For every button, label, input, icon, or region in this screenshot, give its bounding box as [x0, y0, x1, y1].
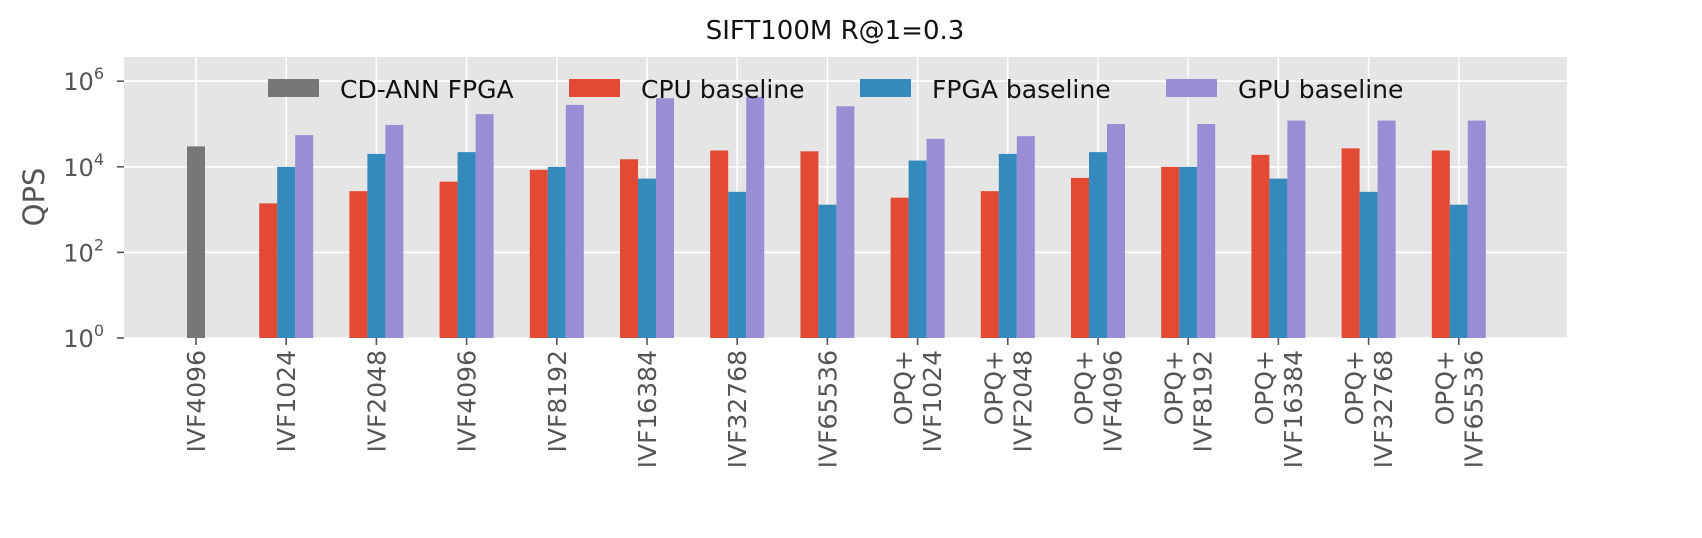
bar-gpu-baseline — [475, 114, 494, 339]
bar-gpu-baseline — [1377, 120, 1396, 338]
bar-cpu-baseline — [529, 169, 548, 338]
bar-fpga-baseline — [1089, 152, 1107, 338]
y-tick-label-exponent: 0 — [94, 321, 104, 340]
bar-cpu-baseline — [1251, 154, 1270, 338]
x-tick-label: IVF16384 — [633, 350, 662, 468]
bar-fpga-baseline — [728, 191, 747, 338]
x-tick-label: IVF1024 — [272, 350, 301, 452]
bar-gpu-baseline — [746, 96, 765, 339]
bar-fpga-baseline — [1179, 166, 1198, 338]
bar-fpga-baseline — [457, 152, 476, 338]
x-tick-label: IVF4096 — [182, 350, 211, 452]
x-tick-label: IVF4096 — [453, 350, 482, 452]
x-axis: IVF4096 IVF1024 IVF2048 IVF4096 IVF8192 IVF16… — [182, 338, 1488, 468]
bar-fpga-baseline — [547, 166, 566, 338]
bars — [187, 96, 1486, 339]
x-tick-label: OPQ+ — [1340, 350, 1369, 425]
x-tick-label: IVF32768 — [1369, 350, 1398, 468]
legend-label: GPU baseline — [1238, 75, 1403, 104]
bar-gpu-baseline — [385, 124, 404, 338]
x-tick-label: IVF16384 — [1279, 350, 1308, 468]
x-tick-label: OPQ+ — [889, 350, 918, 425]
bar-fpga-baseline — [908, 160, 927, 338]
y-tick-label-base: 10 — [63, 154, 94, 182]
bar-fpga-baseline — [367, 153, 386, 338]
bar-fpga-baseline — [1269, 178, 1288, 338]
x-tick-label: IVF8192 — [1189, 350, 1218, 452]
y-tick-label-base: 10 — [63, 68, 94, 96]
bar-cpu-baseline — [800, 151, 819, 338]
bar-cpu-baseline — [710, 150, 729, 338]
legend-swatch — [1166, 79, 1217, 97]
bar-cpu-baseline — [349, 191, 368, 338]
bar-fpga-baseline — [818, 204, 837, 338]
bar-fpga-baseline — [277, 166, 296, 338]
bar-cpu-baseline — [1161, 166, 1180, 338]
y-tick-label-base: 10 — [63, 239, 94, 267]
x-tick-label: IVF65536 — [813, 350, 842, 468]
legend-label: FPGA baseline — [932, 75, 1111, 104]
x-tick-label: IVF32768 — [723, 350, 752, 468]
x-tick-label: OPQ+ — [979, 350, 1008, 425]
y-tick-label: 100 — [63, 321, 104, 353]
chart-title: SIFT100M R@1=0.3 — [706, 16, 965, 46]
bar-gpu-baseline — [565, 104, 584, 338]
legend-label: CPU baseline — [641, 75, 805, 104]
y-tick-label-base: 10 — [63, 325, 94, 353]
bar-fpga-baseline — [638, 178, 656, 338]
y-axis-label: QPS — [17, 168, 51, 227]
y-tick-label-exponent: 4 — [94, 150, 104, 169]
x-tick-label: IVF8192 — [543, 350, 572, 452]
x-tick-label: IVF1024 — [918, 350, 947, 452]
x-tick-label: IVF2048 — [1008, 350, 1037, 452]
bar-cpu-baseline — [890, 197, 909, 338]
y-tick-label: 102 — [63, 235, 104, 267]
bar-gpu-baseline — [1467, 120, 1486, 338]
legend: CD-ANN FPGA CPU baseline FPGA baseline GPU … — [268, 75, 1403, 104]
bar-cpu-baseline — [980, 191, 999, 338]
bar-gpu-baseline — [1016, 136, 1035, 338]
y-tick-label: 106 — [63, 64, 104, 96]
bar-cpu-baseline — [620, 159, 638, 338]
bar-cpu-baseline — [1341, 148, 1360, 338]
legend-swatch — [860, 79, 911, 97]
bar-cpu-baseline — [259, 203, 278, 338]
x-tick-label: IVF4096 — [1099, 350, 1128, 452]
bar-cpu-baseline — [439, 181, 458, 338]
bar-fpga-baseline — [998, 153, 1017, 338]
bar-cd-ann-fpga — [187, 146, 205, 338]
bar-fpga-baseline — [1359, 191, 1378, 338]
bar-fpga-baseline — [1449, 204, 1468, 338]
bar-gpu-baseline — [926, 138, 945, 338]
legend-swatch — [268, 79, 319, 97]
x-tick-label: OPQ+ — [1430, 350, 1459, 425]
bar-gpu-baseline — [656, 98, 674, 338]
bar-gpu-baseline — [1287, 120, 1306, 338]
x-tick-label: OPQ+ — [1070, 350, 1099, 425]
bar-cpu-baseline — [1431, 150, 1450, 338]
bar-cpu-baseline — [1071, 177, 1089, 338]
x-tick-label: OPQ+ — [1250, 350, 1279, 425]
y-tick-label: 104 — [63, 150, 104, 182]
x-tick-label: OPQ+ — [1160, 350, 1189, 425]
legend-label: CD-ANN FPGA — [340, 75, 514, 104]
legend-swatch — [569, 79, 620, 97]
y-tick-label-exponent: 6 — [94, 64, 104, 83]
bar-gpu-baseline — [1197, 124, 1216, 338]
y-tick-label-exponent: 2 — [94, 235, 104, 254]
bar-gpu-baseline — [295, 135, 314, 338]
bar-gpu-baseline — [1107, 124, 1125, 338]
bar-gpu-baseline — [836, 106, 855, 339]
x-tick-label: IVF2048 — [362, 350, 391, 452]
x-tick-label: IVF65536 — [1459, 350, 1488, 468]
